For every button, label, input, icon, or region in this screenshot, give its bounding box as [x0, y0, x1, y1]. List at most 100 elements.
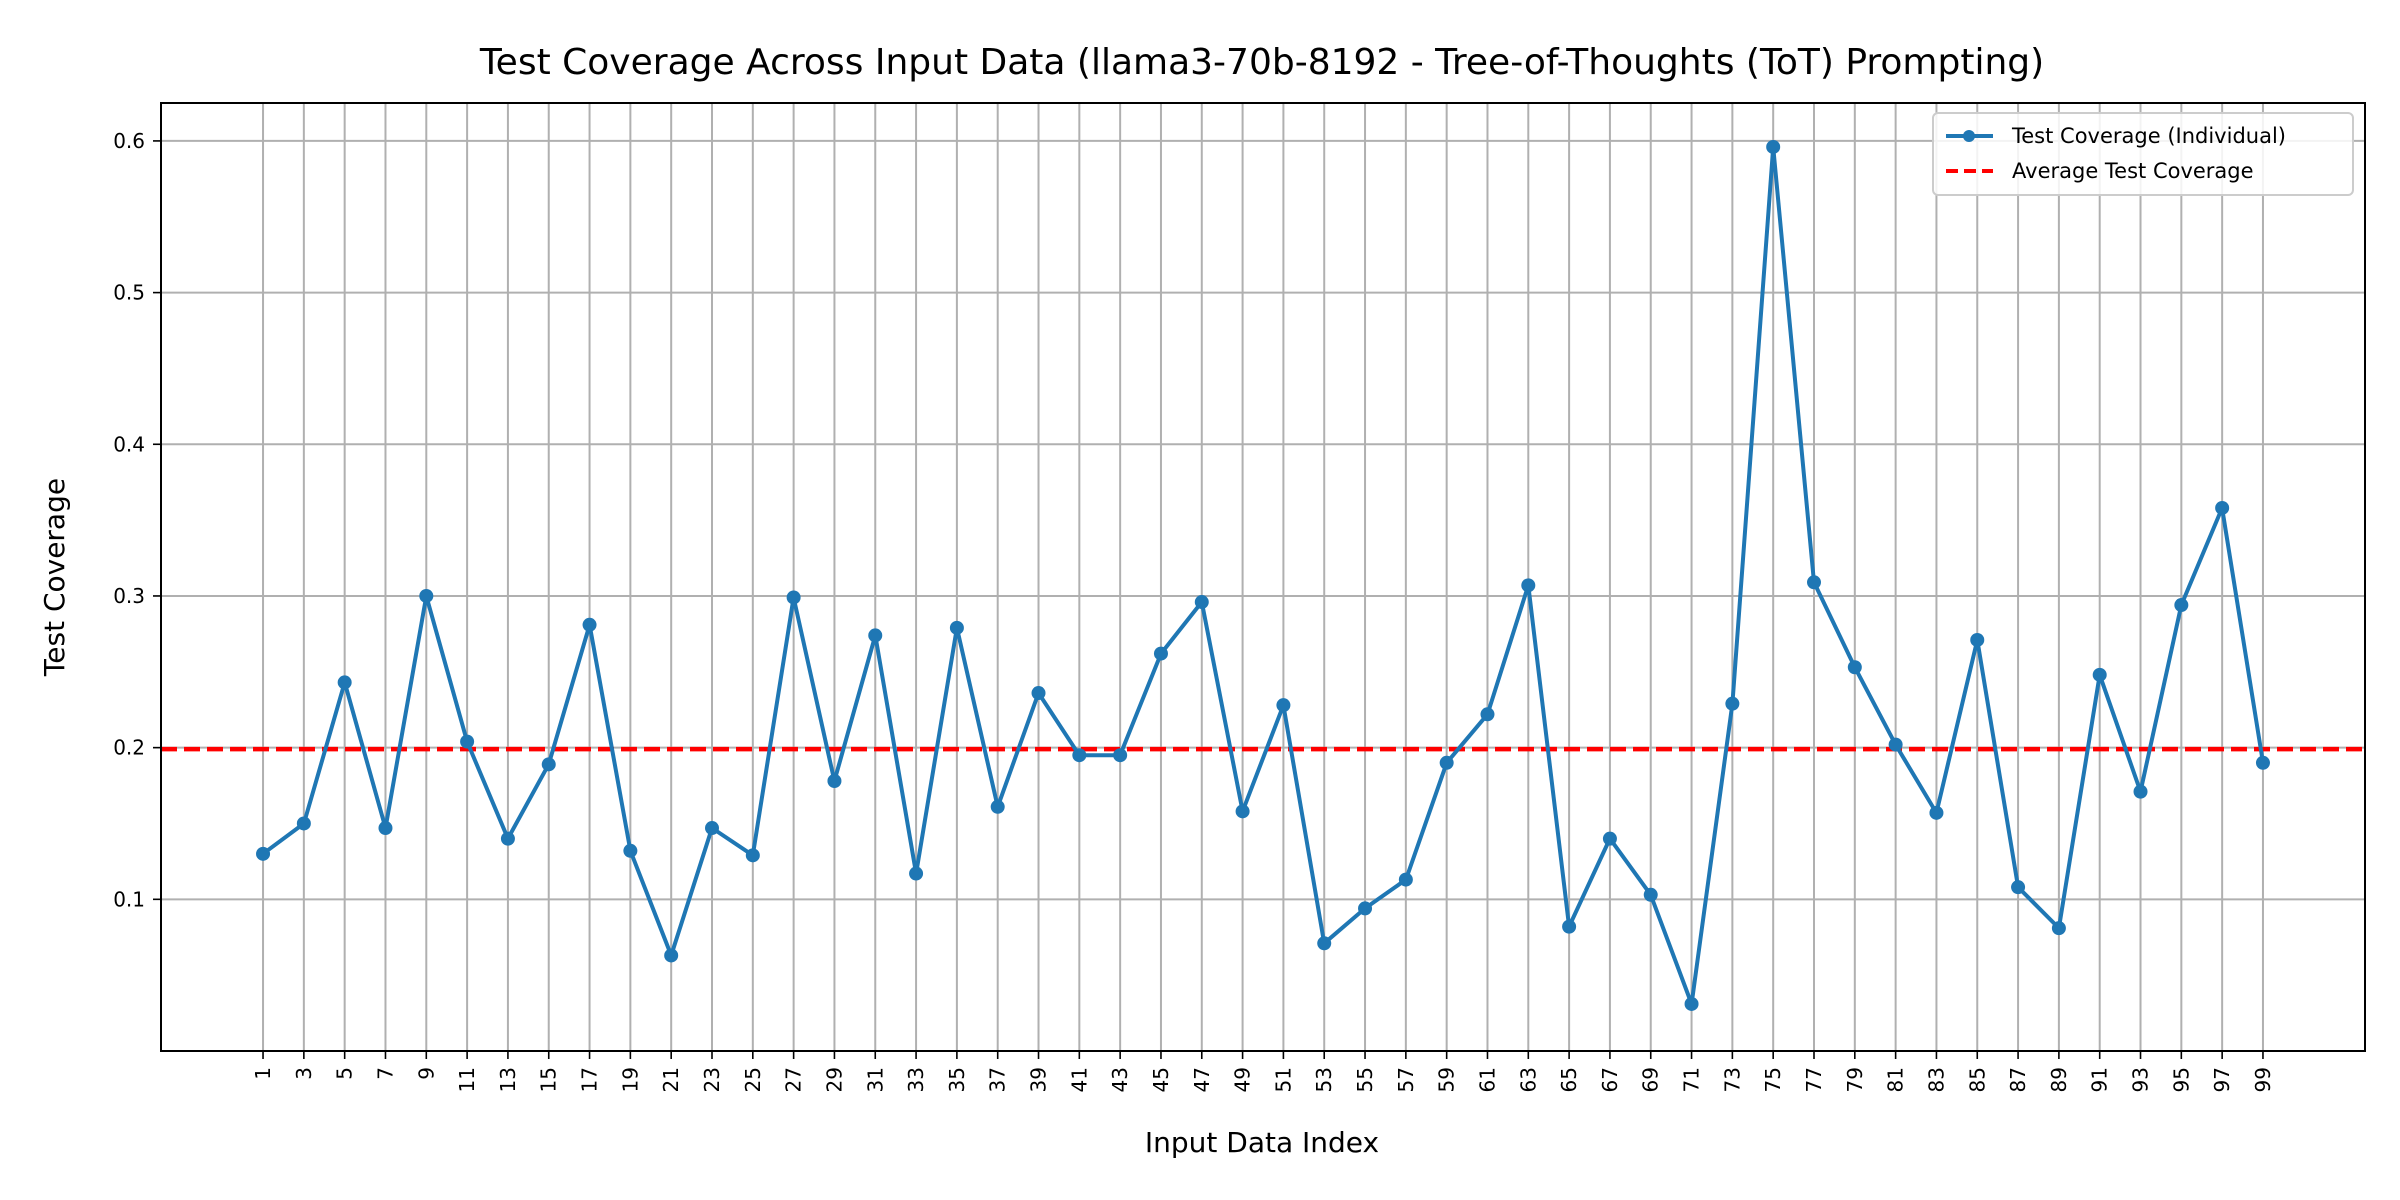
data-point — [990, 799, 1005, 814]
data-point — [1235, 804, 1250, 819]
data-point — [909, 866, 924, 881]
x-tick-label: 29 — [822, 1067, 846, 1092]
x-tick-label: 39 — [1027, 1067, 1051, 1092]
x-tick-label: 63 — [1516, 1067, 1540, 1092]
data-point — [337, 675, 352, 690]
data-point — [2011, 880, 2026, 895]
x-tick-label: 11 — [455, 1067, 479, 1092]
x-tick-label: 93 — [2129, 1067, 2153, 1092]
x-tick-label: 81 — [1884, 1067, 1908, 1092]
x-tick-label: 75 — [1761, 1067, 1785, 1092]
data-point — [1684, 996, 1699, 1011]
data-point — [460, 734, 475, 749]
x-tick-label: 33 — [904, 1067, 928, 1092]
data-point — [786, 590, 801, 605]
data-point — [1521, 578, 1536, 593]
data-point — [1562, 919, 1577, 934]
data-point — [1358, 901, 1373, 916]
data-point — [1970, 632, 1985, 647]
x-tick-label: 69 — [1639, 1067, 1663, 1092]
x-tick-label: 87 — [2006, 1067, 2030, 1092]
legend: Test Coverage (Individual) Average Test … — [1932, 112, 2354, 196]
data-point — [1113, 748, 1128, 763]
data-point — [582, 617, 597, 632]
x-tick-label: 25 — [741, 1067, 765, 1092]
x-tick-label: 85 — [1965, 1067, 1989, 1092]
data-point — [1929, 805, 1944, 820]
data-point — [1602, 831, 1617, 846]
y-tick-label: 0.3 — [113, 584, 145, 608]
x-tick-label: 77 — [1802, 1067, 1826, 1092]
y-axis-label: Test Coverage — [38, 478, 71, 677]
data-point — [2215, 500, 2230, 515]
x-tick-label: 65 — [1557, 1067, 1581, 1092]
x-tick-label: 17 — [578, 1067, 602, 1092]
x-tick-label: 51 — [1271, 1067, 1295, 1092]
x-tick-label: 5 — [333, 1067, 357, 1080]
x-tick-label: 35 — [945, 1067, 969, 1092]
x-tick-label: 45 — [1149, 1067, 1173, 1092]
x-tick-label: 79 — [1843, 1067, 1867, 1092]
x-tick-label: 55 — [1353, 1067, 1377, 1092]
x-tick-label: 37 — [986, 1067, 1010, 1092]
data-point — [1766, 139, 1781, 154]
plot-frame — [160, 102, 2366, 1052]
data-point — [419, 588, 434, 603]
x-tick-label: 43 — [1108, 1067, 1132, 1092]
x-tick-label: 67 — [1598, 1067, 1622, 1092]
x-tick-label: 13 — [496, 1067, 520, 1092]
x-tick-label: 21 — [659, 1067, 683, 1092]
series-layer — [256, 139, 2270, 1011]
data-point — [2051, 921, 2066, 936]
data-point — [1031, 686, 1046, 701]
data-point — [1888, 737, 1903, 752]
data-point — [378, 821, 393, 836]
x-tick-label: 59 — [1435, 1067, 1459, 1092]
data-point — [2092, 667, 2107, 682]
data-point — [1807, 575, 1821, 590]
x-tick-label: 99 — [2251, 1067, 2275, 1092]
data-point — [745, 848, 760, 863]
x-tick-label: 71 — [1680, 1067, 1704, 1092]
data-point — [664, 948, 679, 963]
x-tick-label: 41 — [1067, 1067, 1091, 1092]
data-point — [1725, 696, 1740, 711]
x-tick-label: 61 — [1475, 1067, 1499, 1092]
data-point — [1317, 936, 1332, 951]
y-axis: 0.1 0.2 0.3 0.4 0.5 0.6 — [113, 129, 161, 911]
x-tick-label: 53 — [1312, 1067, 1336, 1092]
data-point — [623, 843, 638, 858]
x-tick-label: 19 — [618, 1067, 642, 1092]
series-line — [261, 145, 2265, 1006]
y-tick-label: 0.5 — [113, 281, 145, 305]
data-point — [1398, 872, 1413, 887]
data-point — [827, 774, 842, 789]
data-point — [541, 757, 556, 772]
data-point — [1153, 646, 1168, 661]
x-tick-label: 95 — [2169, 1067, 2193, 1092]
x-tick-label: 23 — [700, 1067, 724, 1092]
data-point — [868, 628, 883, 643]
data-point — [1072, 748, 1087, 763]
data-point — [2133, 784, 2148, 799]
data-point — [1194, 595, 1209, 610]
data-point — [2174, 598, 2189, 613]
legend-series-label: Test Coverage (Individual) — [2011, 124, 2286, 148]
x-tick-label: 27 — [782, 1067, 806, 1092]
x-tick-label: 15 — [537, 1067, 561, 1092]
data-point — [256, 846, 271, 861]
data-point — [949, 620, 964, 635]
legend-average-label: Average Test Coverage — [2012, 159, 2254, 183]
y-tick-label: 0.6 — [113, 129, 145, 153]
x-tick-label: 83 — [1924, 1067, 1948, 1092]
x-tick-label: 91 — [2088, 1067, 2112, 1092]
x-tick-label: 49 — [1231, 1067, 1255, 1092]
x-tick-label: 73 — [1720, 1067, 1744, 1092]
x-tick-label: 7 — [373, 1067, 397, 1080]
x-tick-label: 47 — [1190, 1067, 1214, 1092]
data-point — [2255, 755, 2270, 770]
x-tick-label: 31 — [863, 1067, 887, 1092]
legend-series-marker — [1963, 130, 1975, 142]
data-point — [1480, 707, 1495, 722]
data-point — [1643, 887, 1658, 902]
